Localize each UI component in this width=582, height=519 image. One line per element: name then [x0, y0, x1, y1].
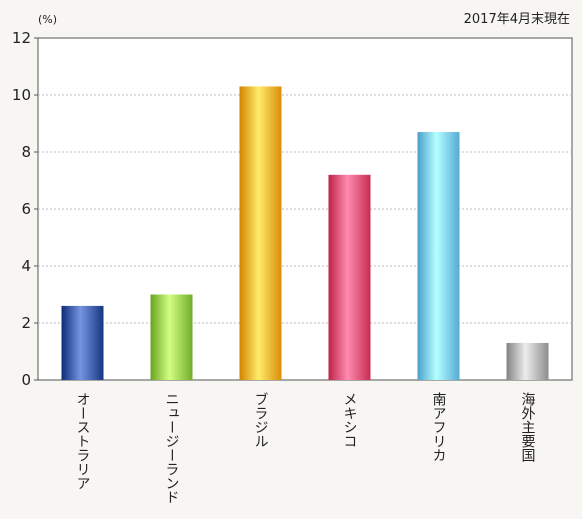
category-label-5: 海外主要国 [520, 392, 536, 462]
date-note: 2017年4月末現在 [464, 12, 570, 27]
bar-2 [239, 86, 282, 380]
y-tick-label: 6 [21, 200, 31, 218]
bar-5 [506, 342, 549, 380]
y-tick-label: 10 [12, 86, 31, 104]
y-unit-label: (%) [38, 13, 57, 26]
category-label-0: オーストラリア [75, 392, 91, 490]
y-tick-label: 4 [21, 257, 31, 275]
bar-4 [417, 132, 460, 380]
y-tick-label: 0 [21, 371, 31, 389]
bar-0 [61, 305, 104, 380]
bar-1 [150, 294, 193, 380]
category-label-1: ニュージーランド [164, 392, 180, 504]
category-label-2: ブラジル [253, 392, 269, 448]
category-label-3: メキシコ [342, 392, 358, 448]
y-tick-label: 2 [21, 314, 31, 332]
category-label-4: 南アフリカ [431, 392, 447, 462]
bar-3 [328, 174, 371, 380]
y-tick-label: 12 [12, 29, 31, 47]
y-tick-label: 8 [21, 143, 31, 161]
